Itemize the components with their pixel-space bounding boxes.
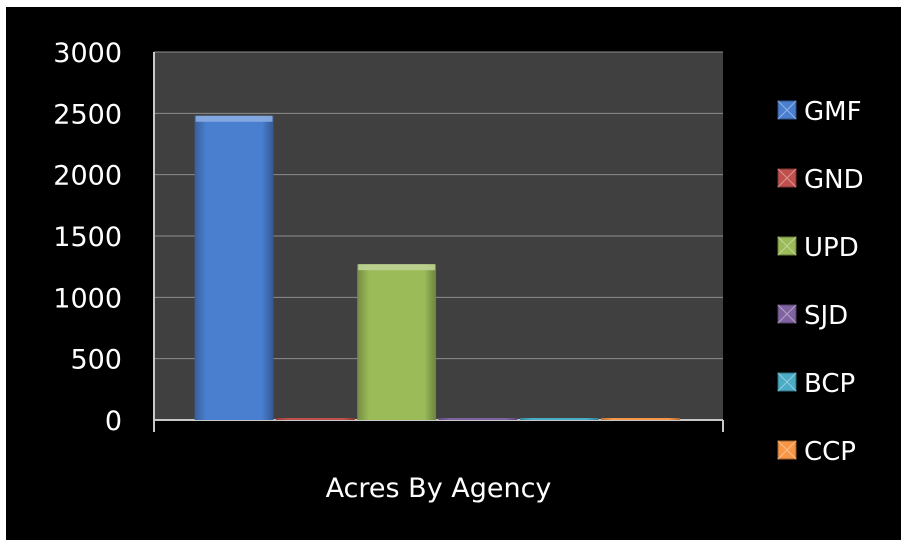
y-tick-label: 500 — [70, 345, 122, 376]
legend-label: GMF — [804, 97, 862, 127]
legend-item-bcp: BCP — [777, 369, 855, 399]
bar-bcp — [519, 418, 599, 420]
y-tick-label: 1500 — [53, 222, 122, 253]
legend-label: CCP — [804, 437, 856, 467]
y-tick-label: 2000 — [53, 161, 122, 192]
bar-gmf — [194, 115, 274, 420]
bar-upd — [357, 264, 437, 420]
bar-gnd — [275, 418, 355, 420]
legend-label: UPD — [804, 233, 859, 263]
legend-label: SJD — [804, 301, 848, 331]
y-tick-label: 1000 — [53, 283, 122, 314]
y-tick-label: 3000 — [53, 38, 122, 69]
x-category-label: Acres By Agency — [326, 473, 552, 504]
y-tick-label: 2500 — [53, 99, 122, 130]
legend-item-upd: UPD — [777, 233, 859, 263]
legend-label: GND — [804, 165, 864, 195]
legend-item-gmf: GMF — [777, 97, 862, 127]
bar-highlight — [358, 264, 436, 271]
chart-frame: 0 500 1000 1500 2000 2500 3000 Acres By Agency G… — [6, 7, 901, 540]
bar-sjd — [438, 418, 518, 420]
bar-ccp — [601, 418, 680, 420]
legend-item-gnd: GND — [777, 165, 864, 195]
legend-item-sjd: SJD — [777, 301, 848, 331]
legend-item-ccp: CCP — [777, 437, 856, 467]
bar-chart: 0 500 1000 1500 2000 2500 3000 Acres By Agency G… — [53, 38, 864, 504]
legend-label: BCP — [804, 369, 855, 399]
bar-highlight — [195, 115, 273, 122]
y-tick-label: 0 — [105, 406, 122, 437]
